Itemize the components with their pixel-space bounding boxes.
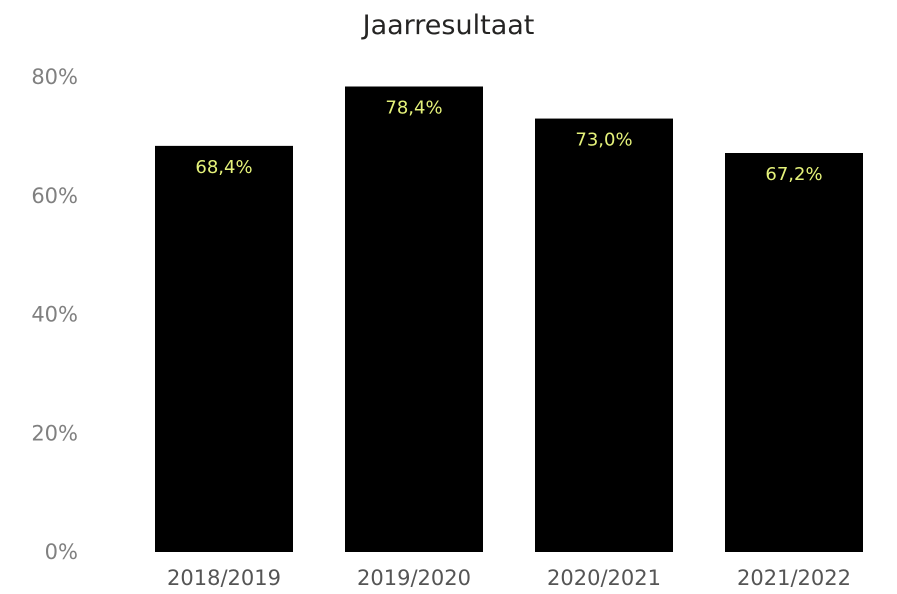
x-tick-label: 2020/2021 bbox=[547, 566, 661, 590]
y-tick-label: 80% bbox=[31, 65, 78, 89]
y-tick-label: 0% bbox=[45, 540, 78, 564]
bars bbox=[155, 86, 863, 553]
bar[interactable] bbox=[345, 86, 483, 553]
data-label: 68,4% bbox=[195, 157, 252, 178]
data-label: 67,2% bbox=[765, 164, 822, 185]
chart-title: Jaarresultaat bbox=[362, 10, 535, 41]
x-axis: 2018/2019 2019/2020 2020/2021 2021/2022 bbox=[167, 566, 851, 590]
x-tick-label: 2018/2019 bbox=[167, 566, 281, 590]
data-labels: 68,4% 78,4% 73,0% 67,2% bbox=[195, 98, 822, 186]
y-tick-label: 60% bbox=[31, 184, 78, 208]
y-tick-label: 40% bbox=[31, 303, 78, 327]
bar[interactable] bbox=[725, 153, 863, 552]
bar[interactable] bbox=[535, 118, 673, 552]
y-axis: 0% 20% 40% 60% 80% bbox=[31, 65, 78, 564]
data-label: 73,0% bbox=[575, 130, 632, 151]
bar[interactable] bbox=[155, 145, 293, 552]
data-label: 78,4% bbox=[385, 98, 442, 119]
x-tick-label: 2019/2020 bbox=[357, 566, 471, 590]
x-tick-label: 2021/2022 bbox=[737, 566, 851, 590]
y-tick-label: 20% bbox=[31, 421, 78, 445]
